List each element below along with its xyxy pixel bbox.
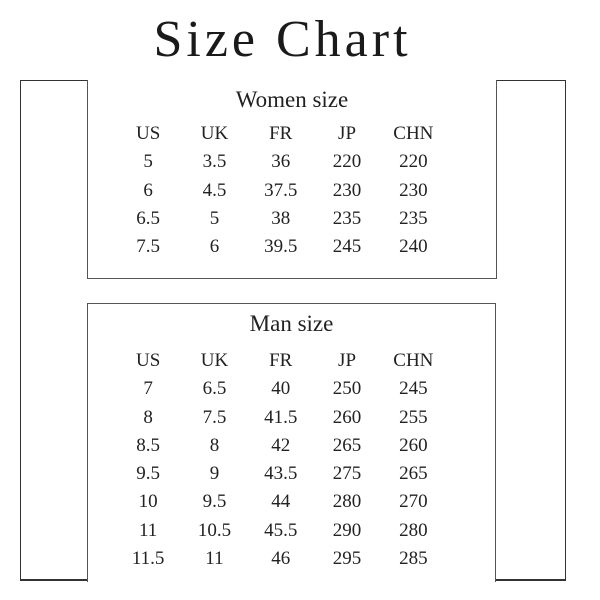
column-header: US	[136, 350, 161, 371]
women-size-heading: Women size	[235, 87, 349, 112]
table-cell: 44	[271, 491, 291, 513]
table-cell: 37.5	[264, 179, 298, 201]
table-cell: 245	[332, 236, 362, 258]
man-size-heading: Man size	[249, 311, 334, 336]
table-cell: 275	[332, 463, 362, 485]
column-header: CHN	[393, 350, 434, 371]
table-cell: 6	[209, 236, 220, 258]
table-cell: 285	[399, 548, 428, 570]
table-row: 6 4.5 37.5 230 230	[115, 177, 446, 205]
table-header: US UK FR JP CHN	[115, 347, 446, 375]
table-cell: 9.5	[136, 463, 161, 485]
table-cell: 290	[332, 519, 362, 541]
man-grid: US UK FR JP CHN 7 6.5 40 250 245 8 7.5 41.5 260 255 8.5…	[115, 347, 446, 573]
table-cell: 9	[209, 463, 220, 485]
table-cell: 240	[399, 236, 428, 258]
column-header: FR	[269, 350, 293, 371]
table-cell: 8.5	[136, 434, 161, 456]
table-row: 7 6.5 40 250 245	[115, 375, 446, 403]
table-row: 11.5 11 46 295 285	[115, 545, 446, 573]
column-header: JP	[338, 123, 357, 144]
table-cell: 43.5	[264, 463, 298, 485]
table-cell: 11	[139, 519, 158, 541]
column-header: FR	[269, 123, 293, 144]
women-size-table: Women size US UK FR JP CHN 5 3.5 36 220 220 6 4.5 37…	[87, 80, 497, 279]
table-cell: 265	[332, 434, 362, 456]
table-header: US UK FR JP CHN	[115, 120, 446, 148]
column-header: CHN	[393, 123, 434, 144]
table-cell: 230	[332, 179, 362, 201]
table-cell: 40	[271, 378, 291, 400]
column-header: JP	[338, 350, 357, 371]
table-cell: 46	[271, 548, 291, 570]
man-size-table: Man size US UK FR JP CHN 7 6.5 40 250 245 8 7.5 41.5…	[87, 303, 496, 582]
table-cell: 7.5	[202, 406, 227, 428]
table-cell: 265	[399, 463, 428, 485]
table-cell: 235	[399, 207, 428, 229]
table-cell: 39.5	[264, 236, 298, 258]
women-grid: US UK FR JP CHN 5 3.5 36 220 220 6 4.5 37.5 230 230 6.5…	[115, 120, 446, 261]
table-cell: 38	[271, 207, 291, 229]
column-header: UK	[200, 123, 229, 144]
table-row: 5 3.5 36 220 220	[115, 148, 446, 176]
table-cell: 41.5	[264, 406, 298, 428]
table-cell: 11	[205, 548, 224, 570]
table-cell: 255	[399, 406, 428, 428]
table-row: 7.5 6 39.5 245 240	[115, 233, 446, 261]
table-cell: 9.5	[202, 491, 227, 513]
table-cell: 280	[332, 491, 362, 513]
table-cell: 250	[332, 378, 362, 400]
table-cell: 36	[271, 151, 291, 173]
table-cell: 6.5	[136, 207, 161, 229]
table-cell: 11.5	[131, 548, 165, 570]
table-cell: 260	[399, 434, 428, 456]
table-cell: 280	[399, 519, 428, 541]
table-cell: 270	[399, 491, 428, 513]
table-row: 8.5 8 42 265 260	[115, 432, 446, 460]
table-cell: 6	[143, 179, 153, 201]
table-cell: 3.5	[202, 151, 227, 173]
table-row: 11 10.5 45.5 290 280	[115, 517, 446, 545]
table-cell: 7.5	[136, 236, 161, 258]
table-cell: 220	[399, 151, 428, 173]
table-row: 6.5 5 38 235 235	[115, 205, 446, 233]
table-cell: 260	[332, 406, 362, 428]
column-header: UK	[200, 350, 229, 371]
table-cell: 4.5	[202, 179, 227, 201]
table-cell: 8	[209, 434, 220, 456]
table-cell: 5	[143, 151, 153, 173]
table-cell: 220	[332, 151, 362, 173]
table-cell: 10	[138, 491, 158, 513]
table-cell: 230	[399, 179, 428, 201]
table-cell: 6.5	[202, 378, 227, 400]
table-row: 10 9.5 44 280 270	[115, 488, 446, 516]
table-cell: 245	[399, 378, 428, 400]
table-cell: 10.5	[197, 519, 232, 541]
page-title: Size Chart	[153, 11, 412, 68]
table-row: 8 7.5 41.5 260 255	[115, 404, 446, 432]
table-cell: 5	[209, 207, 220, 229]
table-cell: 8	[143, 406, 153, 428]
table-row: 9.5 9 43.5 275 265	[115, 460, 446, 488]
table-cell: 235	[332, 207, 362, 229]
table-cell: 295	[332, 548, 362, 570]
table-cell: 7	[143, 378, 153, 400]
column-header: US	[136, 123, 161, 144]
table-cell: 42	[271, 434, 291, 456]
table-cell: 45.5	[264, 519, 298, 541]
